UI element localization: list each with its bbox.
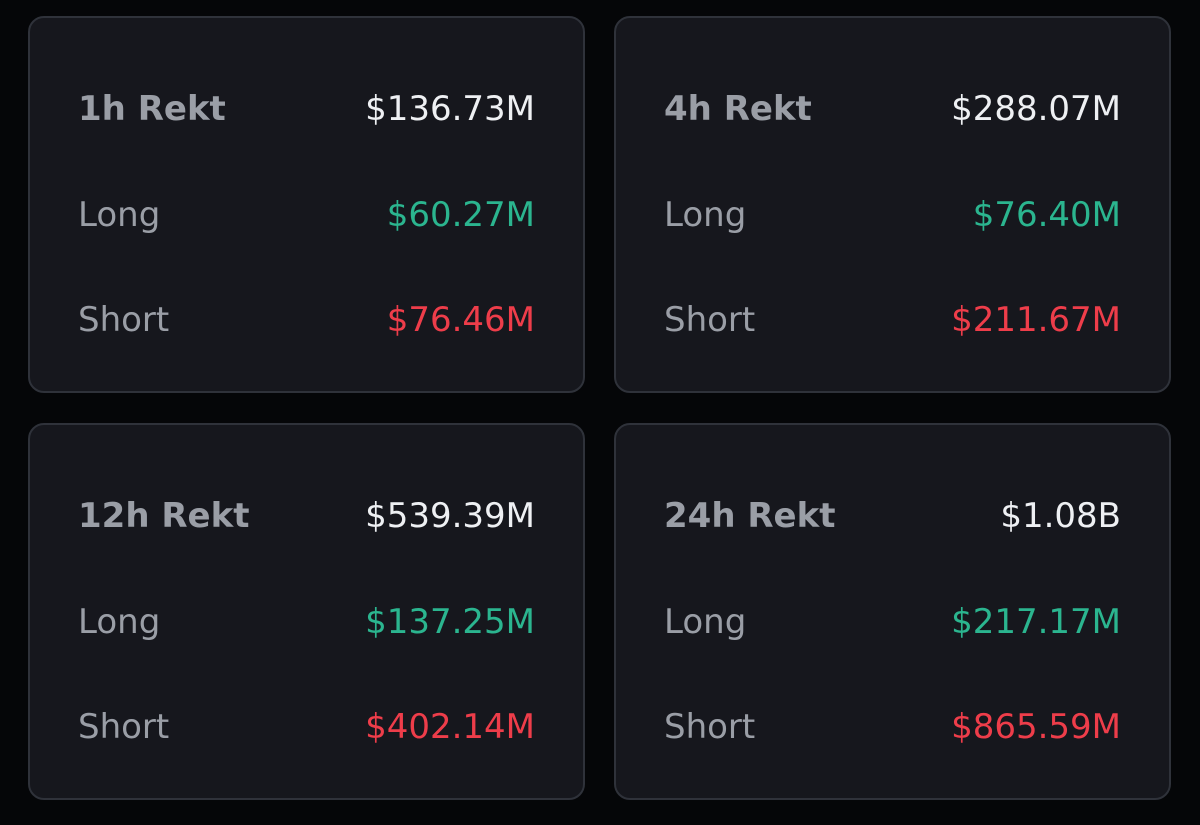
total-row: 1h Rekt $136.73M xyxy=(78,84,535,134)
short-label: Short xyxy=(78,300,170,340)
card-title: 12h Rekt xyxy=(78,496,250,536)
total-value: $1.08B xyxy=(1000,496,1121,536)
rekt-card-4h: 4h Rekt $288.07M Long $76.40M Short $211… xyxy=(614,16,1171,393)
short-value: $402.14M xyxy=(365,707,535,747)
rekt-card-24h: 24h Rekt $1.08B Long $217.17M Short $865… xyxy=(614,423,1171,800)
short-value: $211.67M xyxy=(951,300,1121,340)
total-value: $136.73M xyxy=(365,89,535,129)
long-value: $217.17M xyxy=(951,602,1121,642)
long-value: $60.27M xyxy=(386,195,535,235)
short-row: Short $865.59M xyxy=(664,702,1121,752)
long-value: $137.25M xyxy=(365,602,535,642)
long-label: Long xyxy=(78,602,161,642)
short-row: Short $76.46M xyxy=(78,295,535,345)
total-row: 24h Rekt $1.08B xyxy=(664,491,1121,541)
total-row: 12h Rekt $539.39M xyxy=(78,491,535,541)
card-title: 1h Rekt xyxy=(78,89,226,129)
long-value: $76.40M xyxy=(972,195,1121,235)
card-title: 24h Rekt xyxy=(664,496,836,536)
long-label: Long xyxy=(664,195,747,235)
rekt-card-12h: 12h Rekt $539.39M Long $137.25M Short $4… xyxy=(28,423,585,800)
rekt-card-1h: 1h Rekt $136.73M Long $60.27M Short $76.… xyxy=(28,16,585,393)
short-value: $76.46M xyxy=(386,300,535,340)
long-label: Long xyxy=(78,195,161,235)
short-label: Short xyxy=(664,300,756,340)
short-row: Short $402.14M xyxy=(78,702,535,752)
total-value: $288.07M xyxy=(951,89,1121,129)
short-label: Short xyxy=(664,707,756,747)
card-title: 4h Rekt xyxy=(664,89,812,129)
long-row: Long $137.25M xyxy=(78,597,535,647)
short-row: Short $211.67M xyxy=(664,295,1121,345)
short-value: $865.59M xyxy=(951,707,1121,747)
total-value: $539.39M xyxy=(365,496,535,536)
total-row: 4h Rekt $288.07M xyxy=(664,84,1121,134)
long-row: Long $76.40M xyxy=(664,190,1121,240)
long-row: Long $60.27M xyxy=(78,190,535,240)
short-label: Short xyxy=(78,707,170,747)
long-label: Long xyxy=(664,602,747,642)
long-row: Long $217.17M xyxy=(664,597,1121,647)
